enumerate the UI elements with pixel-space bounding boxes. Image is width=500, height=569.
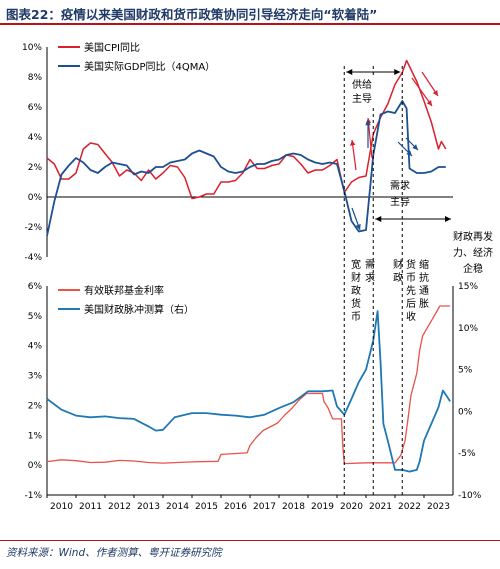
bottom-y2-tick-label: 5% [458,366,473,376]
cpi-down-arrow-2-head [432,90,438,96]
svg-text:求: 求 [365,272,375,284]
x-tick-label: 2022 [398,502,421,512]
svg-text:胀: 胀 [419,298,429,310]
bottom-y2-tick-label: -5% [458,449,476,459]
cpi-down-arrow-1 [411,77,433,107]
x-tick-label: 2020 [340,502,363,512]
svg-text:缩: 缩 [419,258,429,271]
bottom-y-tick-label: 3% [28,372,43,382]
x-tick-label: 2021 [369,502,392,512]
tightening-label-col1: 财政 [393,258,403,284]
x-tick-label: 2019 [311,502,334,512]
svg-text:货: 货 [351,297,361,310]
supply-arrow-heads [346,69,401,75]
x-tick-label: 2010 [50,502,73,512]
recovery-label-line2: 力、经济 [453,246,493,259]
x-tick-label: 2014 [166,502,189,512]
bottom-y-tick-label: 2% [28,401,43,411]
x-tick-label: 2018 [282,502,305,512]
series-line-gdp [46,100,446,237]
demand-label-line2: 主导 [390,196,410,208]
bottom-y-tick-label: 6% [28,282,43,292]
legend-label-fiscal: 美国财政脉冲测算（右） [84,303,194,316]
top-y-tick-label: -2% [24,223,42,233]
bottom-y2-tick-label: 15% [458,282,478,292]
x-tick-label: 2012 [108,502,131,512]
source-divider [0,540,500,541]
svg-text:财: 财 [393,258,403,271]
gdp-slide-arrow-head [355,224,361,230]
x-tick-label: 2017 [253,502,276,512]
x-tick-label: 2011 [79,502,102,512]
easing-label-col2: 需求 [365,259,375,284]
svg-text:币: 币 [351,311,361,323]
gdp-up-arrow-head [365,120,371,126]
bottom-y-tick-label: 0% [28,461,43,471]
svg-text:抗: 抗 [419,271,429,284]
x-tick-label: 2013 [137,502,160,512]
page-title: 图表22：疫情以来美国财政和货币政策协同引导经济走向“软着陆” [6,7,378,22]
supply-label-line1: 供给 [352,78,372,91]
cpi-up-arrow-1-head [350,140,356,146]
top-y-tick-label: 10% [22,43,42,53]
top-y-tick-label: 0% [28,193,43,203]
cpi-down-arrow-1-head [426,100,432,106]
svg-text:政: 政 [393,271,403,284]
top-y-tick-label: 4% [28,133,43,143]
top-y-tick-label: 8% [28,73,43,83]
x-tick-label: 2023 [427,502,450,512]
demand-label-line1: 需求 [390,180,410,192]
gdp-down-arrow-1-head [406,150,412,156]
bottom-y2-tick-label: -10% [458,491,482,501]
bottom-y2-tick-label: 10% [458,324,478,334]
bottom-y2-tick-label: 0% [458,407,473,417]
recovery-label-line3: 企稳 [463,262,483,275]
svg-text:通: 通 [419,285,429,297]
legend-label-gdp: 美国实际GDP同比（4QMA） [84,60,215,73]
supply-label-line2: 主导 [352,93,372,105]
top-y-tick-label: -4% [24,253,42,263]
legend-label-fed-funds: 有效联邦基金利率 [84,284,164,297]
top-y-tick-label: 2% [28,163,43,173]
supply-label-bg [348,78,382,106]
svg-text:货: 货 [406,258,416,271]
gdp-down-arrow-2-head [412,144,418,150]
svg-text:财: 财 [351,271,361,284]
source-note: 资料来源：Wind、作者测算、粤开证券研究院 [6,547,222,559]
bottom-y-tick-label: 4% [28,342,43,352]
series-line-fiscal-impulse [46,310,451,473]
svg-text:后: 后 [406,298,416,310]
svg-text:先: 先 [406,285,416,297]
x-tick-label: 2015 [195,502,218,512]
title-divider [0,23,500,25]
legend-label-cpi: 美国CPI同比 [84,41,140,54]
bottom-y-tick-label: 5% [28,312,43,322]
bottom-y-tick-label: -1% [24,491,42,501]
svg-text:收: 收 [406,310,416,323]
series-line-fed-funds [46,305,451,465]
svg-text:宽: 宽 [351,258,361,271]
svg-text:币: 币 [406,272,416,284]
top-y-tick-label: 6% [28,103,43,113]
x-tick-label: 2016 [224,502,247,512]
recovery-label-line1: 财政再发 [453,230,493,243]
series-line-cpi [46,59,447,200]
bottom-y-tick-label: 1% [28,431,43,441]
svg-text:需: 需 [365,259,375,271]
svg-text:政: 政 [351,284,361,297]
